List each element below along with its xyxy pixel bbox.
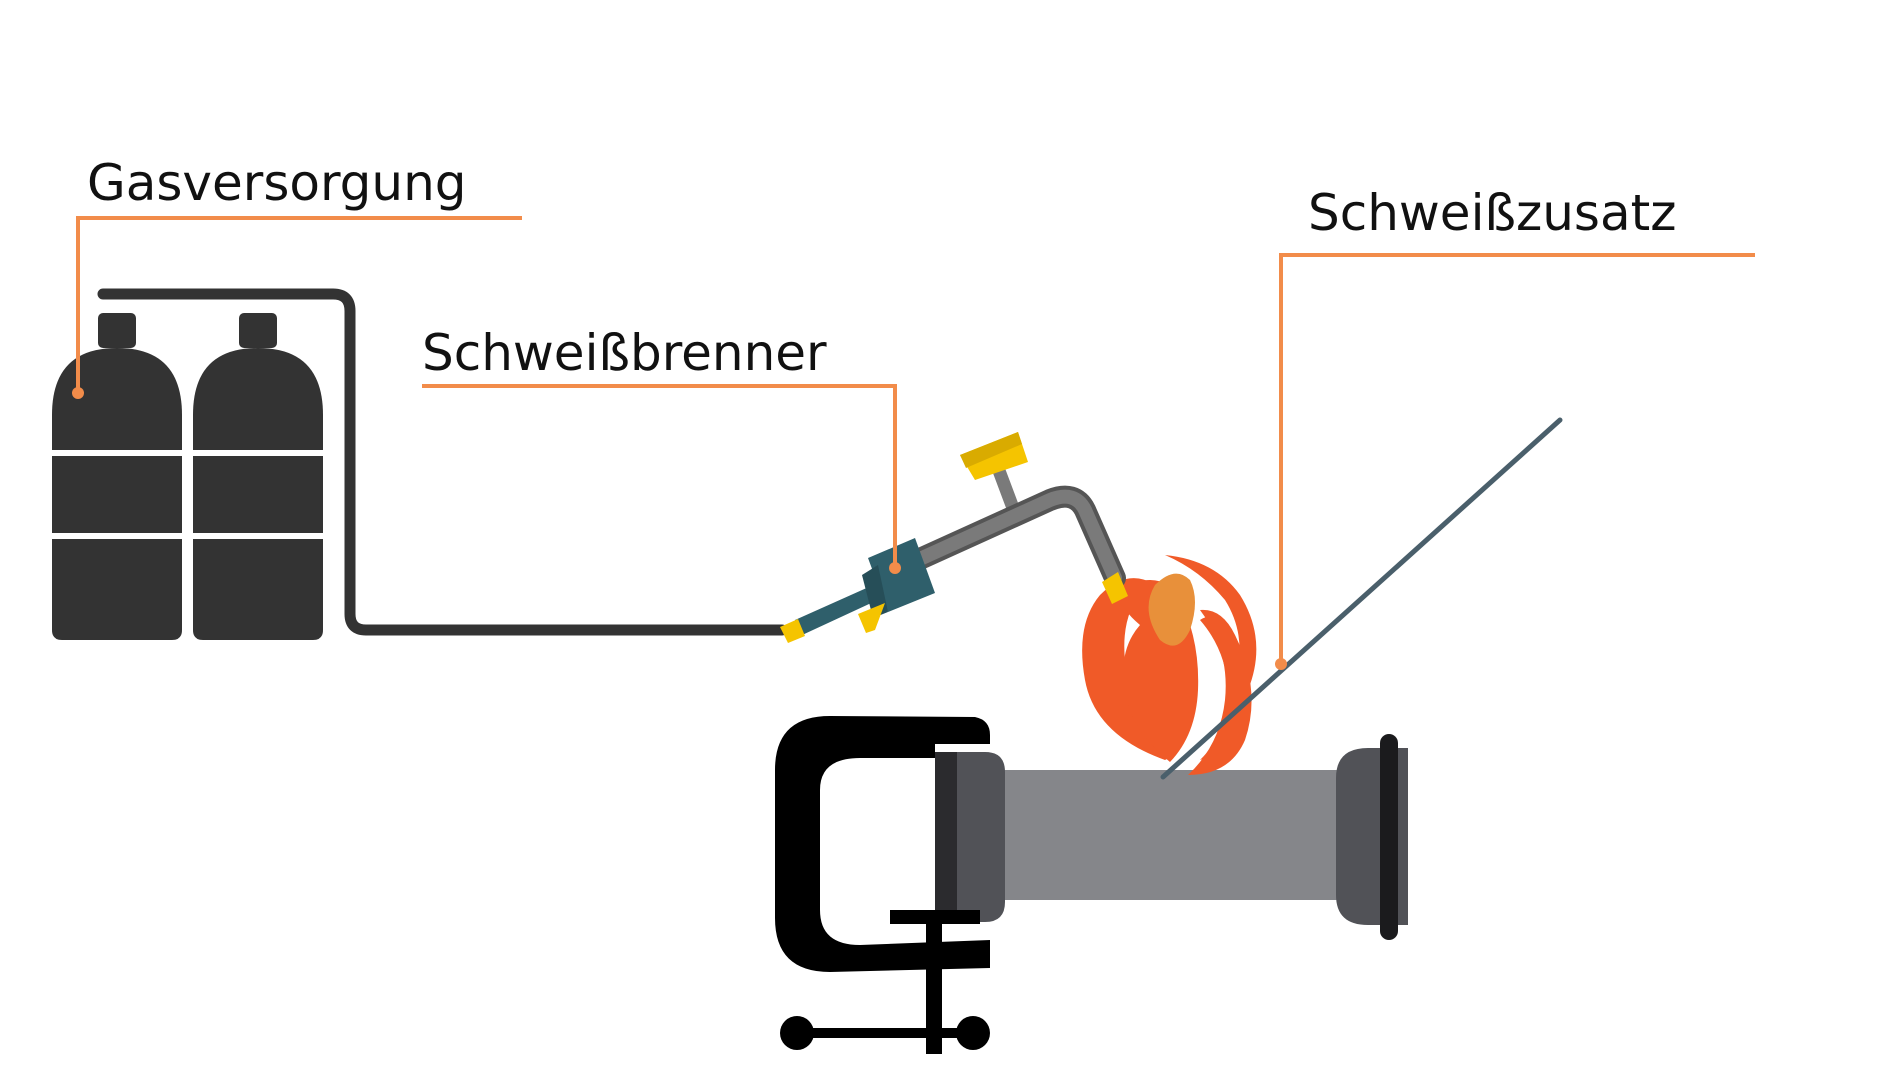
- leader-line-filler: [1279, 253, 1755, 664]
- torch-handle: [795, 582, 882, 636]
- workpiece-pipe: [935, 734, 1408, 940]
- gas-cylinder-icon: [52, 313, 182, 640]
- flame-icon: [1082, 555, 1257, 775]
- torch-connector: [780, 619, 805, 643]
- leader-line-torch: [422, 384, 897, 568]
- filler-rod-icon: [1160, 417, 1563, 780]
- pipe-body: [1000, 770, 1350, 900]
- c-clamp-icon: [775, 716, 990, 1054]
- leader-dot-gas-supply: [72, 387, 84, 399]
- valve-stem: [991, 461, 1020, 515]
- leader-dot-filler: [1275, 658, 1287, 670]
- label-gas-supply: Gasversorgung: [87, 154, 467, 212]
- leader-dot-torch: [889, 562, 901, 574]
- torch-trigger: [858, 603, 885, 633]
- gas-cylinders: [52, 288, 788, 640]
- label-filler: Schweißzusatz: [1308, 184, 1676, 242]
- gas-cylinder-icon: [193, 313, 323, 640]
- gas-hose: [97, 288, 788, 636]
- leader-line-gas-supply: [76, 216, 522, 393]
- pipe-flange-ring: [1380, 734, 1398, 940]
- leader-lines: [76, 216, 1755, 664]
- welding-torch-icon: [780, 432, 1128, 643]
- torch-nozzle: [1102, 572, 1128, 604]
- label-torch: Schweißbrenner: [422, 324, 827, 382]
